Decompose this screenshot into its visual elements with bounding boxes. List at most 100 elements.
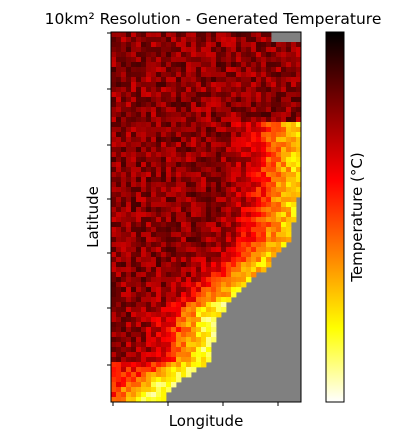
- heatmap-cell: [191, 62, 196, 67]
- heatmap-cell: [121, 222, 126, 227]
- heatmap-cell: [216, 192, 221, 197]
- heatmap-cell: [176, 182, 181, 187]
- heatmap-cell: [186, 357, 191, 362]
- heatmap-cell: [166, 152, 171, 157]
- heatmap-cell: [131, 207, 136, 212]
- heatmap-cell: [121, 32, 126, 37]
- heatmap-cell: [126, 227, 131, 232]
- heatmap-cell: [121, 387, 126, 392]
- heatmap-cell: [221, 127, 226, 132]
- heatmap-cell: [226, 292, 231, 297]
- heatmap-cell: [181, 52, 186, 57]
- heatmap-cell: [191, 157, 196, 162]
- heatmap-cell: [251, 202, 256, 207]
- heatmap-cell: [171, 212, 176, 217]
- heatmap-cell: [206, 67, 211, 72]
- heatmap-cell: [241, 152, 246, 157]
- heatmap-cell: [166, 272, 171, 277]
- heatmap-cell: [116, 342, 121, 347]
- heatmap-cell: [246, 252, 251, 257]
- heatmap-cell: [176, 122, 181, 127]
- heatmap-cell: [256, 227, 261, 232]
- heatmap-cell: [271, 157, 276, 162]
- heatmap-cell: [231, 47, 236, 52]
- heatmap-cell: [291, 67, 296, 72]
- heatmap-cell: [166, 367, 171, 372]
- heatmap-cell: [271, 97, 276, 102]
- heatmap-cell: [126, 392, 131, 397]
- heatmap-cell: [141, 37, 146, 42]
- heatmap-cell: [271, 247, 276, 252]
- heatmap-cell: [121, 317, 126, 322]
- heatmap-cell: [231, 232, 236, 237]
- heatmap-cell: [291, 217, 296, 222]
- heatmap-cell: [151, 177, 156, 182]
- heatmap-cell: [141, 327, 146, 332]
- heatmap-cell: [131, 307, 136, 312]
- heatmap-cell: [136, 142, 141, 147]
- heatmap-cell: [266, 87, 271, 92]
- heatmap-cell: [266, 227, 271, 232]
- heatmap-cell: [156, 392, 161, 397]
- heatmap-cell: [131, 182, 136, 187]
- heatmap-cell: [111, 57, 116, 62]
- heatmap-cell: [156, 62, 161, 67]
- heatmap-cell: [136, 42, 141, 47]
- heatmap-cell: [226, 82, 231, 87]
- heatmap-cell: [116, 122, 121, 127]
- heatmap-cell: [131, 87, 136, 92]
- heatmap-cell: [171, 132, 176, 137]
- heatmap-cell: [136, 177, 141, 182]
- heatmap-cell: [186, 362, 191, 367]
- heatmap-cell: [241, 137, 246, 142]
- heatmap-cell: [161, 72, 166, 77]
- heatmap-cell: [111, 227, 116, 232]
- heatmap-cell: [126, 312, 131, 317]
- heatmap-cell: [256, 117, 261, 122]
- heatmap-cell: [181, 217, 186, 222]
- heatmap-cell: [226, 222, 231, 227]
- heatmap-cell: [161, 102, 166, 107]
- heatmap-cell: [246, 57, 251, 62]
- heatmap-cell: [231, 162, 236, 167]
- heatmap-cell: [141, 232, 146, 237]
- heatmap-cell: [146, 162, 151, 167]
- heatmap-cell: [186, 47, 191, 52]
- heatmap-cell: [191, 127, 196, 132]
- heatmap-cell: [141, 227, 146, 232]
- heatmap-cell: [191, 352, 196, 357]
- heatmap-cell: [151, 162, 156, 167]
- heatmap-cell: [291, 162, 296, 167]
- heatmap-cell: [126, 147, 131, 152]
- heatmap-cell: [136, 392, 141, 397]
- heatmap-cell: [121, 267, 126, 272]
- heatmap-cell: [271, 212, 276, 217]
- heatmap-cell: [241, 102, 246, 107]
- heatmap-cell: [116, 367, 121, 372]
- heatmap-cell: [186, 77, 191, 82]
- heatmap-cell: [141, 152, 146, 157]
- heatmap-cell: [131, 272, 136, 277]
- heatmap-cell: [261, 252, 266, 257]
- heatmap-cell: [256, 242, 261, 247]
- heatmap-cell: [281, 187, 286, 192]
- heatmap-cell: [226, 52, 231, 57]
- heatmap-cell: [196, 62, 201, 67]
- heatmap-cell: [266, 257, 271, 262]
- heatmap-cell: [236, 207, 241, 212]
- heatmap-cell: [146, 97, 151, 102]
- heatmap-cell: [211, 92, 216, 97]
- heatmap-cell: [251, 137, 256, 142]
- heatmap-cell: [116, 82, 121, 87]
- heatmap-cell: [166, 297, 171, 302]
- heatmap-cell: [246, 142, 251, 147]
- heatmap-cell: [161, 142, 166, 147]
- heatmap-cell: [281, 197, 286, 202]
- heatmap-cell: [216, 257, 221, 262]
- heatmap-cell: [231, 282, 236, 287]
- heatmap-cell: [216, 32, 221, 37]
- heatmap-cell: [261, 87, 266, 92]
- heatmap-cell: [246, 257, 251, 262]
- heatmap-cell: [156, 72, 161, 77]
- heatmap-cell: [171, 147, 176, 152]
